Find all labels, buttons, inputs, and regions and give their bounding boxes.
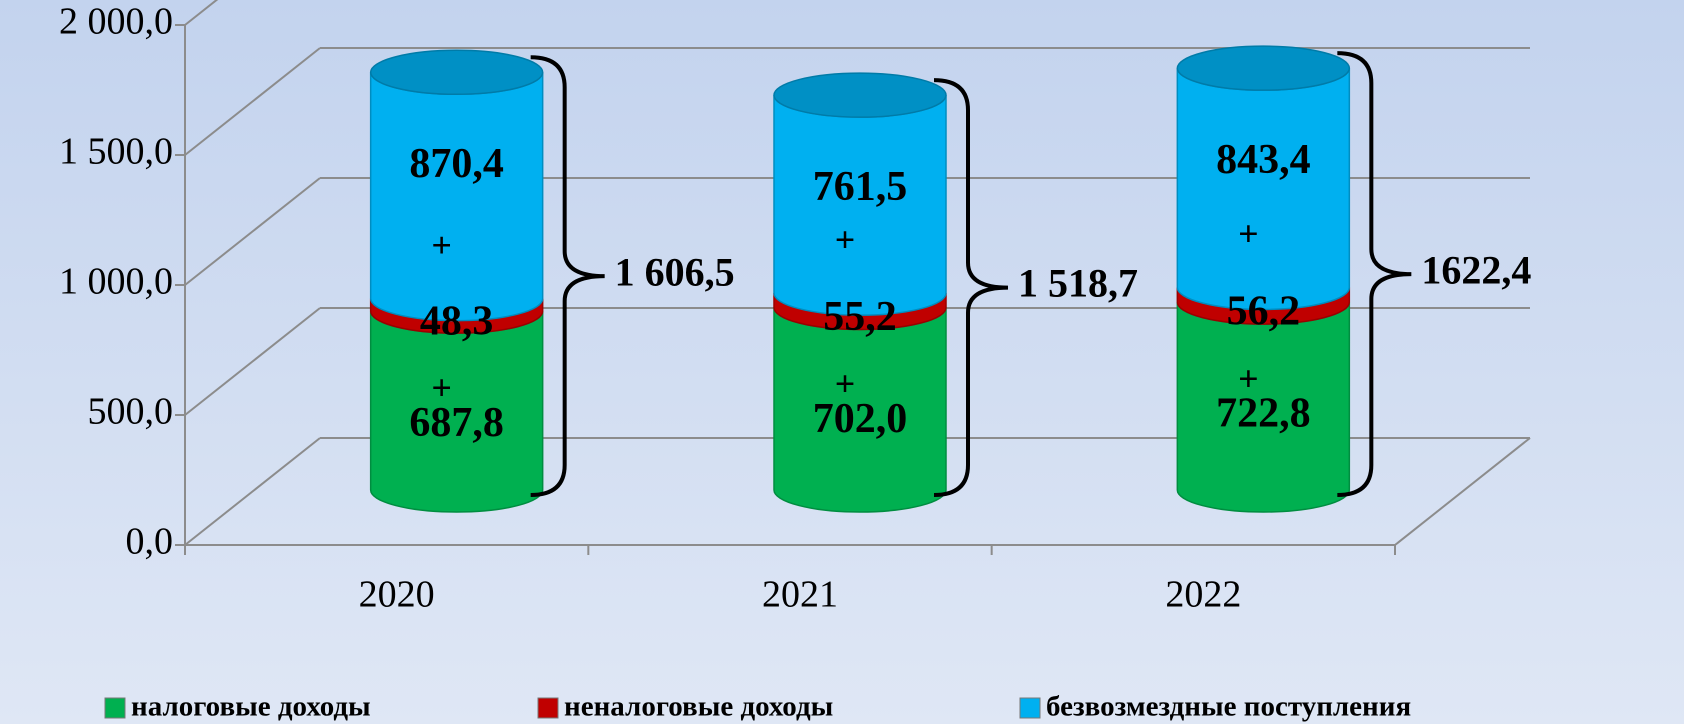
y-tick-label: 0,0 bbox=[126, 521, 174, 563]
legend-swatch bbox=[104, 697, 126, 719]
grid-line-side bbox=[184, 177, 321, 286]
value-label: 55,2 bbox=[823, 294, 897, 340]
value-label: 702,0 bbox=[813, 396, 908, 442]
total-label: 1 606,5 bbox=[615, 249, 735, 294]
separator: + bbox=[835, 364, 856, 404]
cylinder-top bbox=[369, 49, 544, 96]
legend-label: налоговые доходы bbox=[131, 691, 371, 723]
x-tick-label: 2022 bbox=[1165, 574, 1241, 616]
brace bbox=[1337, 51, 1412, 497]
legend-swatch bbox=[537, 697, 559, 719]
cylinder-segment bbox=[1176, 68, 1351, 311]
y-tick-label: 2 000,0 bbox=[59, 1, 173, 43]
x-tick-label: 2021 bbox=[762, 574, 838, 616]
brace bbox=[933, 78, 1009, 497]
cylinder-segment bbox=[369, 72, 544, 322]
value-label: 843,4 bbox=[1216, 137, 1311, 183]
separator: + bbox=[835, 219, 856, 259]
y-tick-label: 1 000,0 bbox=[59, 261, 173, 303]
legend-swatch bbox=[1019, 697, 1041, 719]
cylinder-top bbox=[1176, 45, 1351, 91]
cylinder-top bbox=[773, 72, 947, 118]
separator: + bbox=[431, 367, 452, 407]
value-label: 48,3 bbox=[420, 299, 494, 345]
grid-line-side bbox=[184, 307, 321, 416]
separator: + bbox=[431, 225, 452, 265]
grid-line-side bbox=[184, 437, 321, 546]
separator: + bbox=[1238, 214, 1259, 254]
value-label: 870,4 bbox=[409, 141, 504, 187]
total-label: 1622,4 bbox=[1421, 247, 1531, 292]
value-label: 56,2 bbox=[1227, 288, 1301, 334]
value-label: 722,8 bbox=[1216, 391, 1311, 437]
legend-label: безвозмездные поступления bbox=[1046, 691, 1411, 723]
total-label: 1 518,7 bbox=[1018, 261, 1138, 306]
y-tick-label: 500,0 bbox=[88, 391, 174, 433]
floor-side bbox=[1394, 437, 1531, 546]
grid-line-side bbox=[184, 47, 321, 156]
y-tick-label: 1 500,0 bbox=[59, 131, 173, 173]
x-tick-label: 2020 bbox=[359, 574, 435, 616]
legend-label: неналоговые доходы bbox=[564, 691, 833, 723]
separator: + bbox=[1238, 358, 1259, 398]
grid-line-side bbox=[184, 0, 219, 26]
value-label: 687,8 bbox=[409, 400, 504, 446]
value-label: 761,5 bbox=[813, 164, 908, 210]
